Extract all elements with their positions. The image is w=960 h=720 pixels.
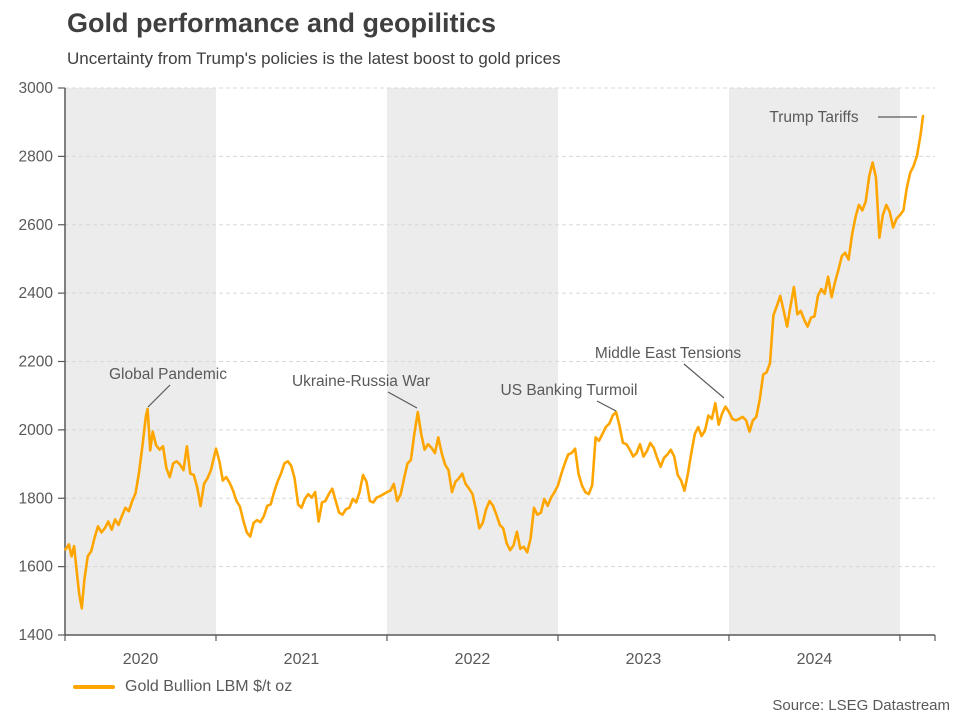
x-tick-label: 2023 [626,651,662,668]
annotation-label: Global Pandemic [109,366,227,383]
annotation-label: Ukraine-Russia War [292,373,430,390]
annotation-leader-line [147,384,171,408]
page-title: Gold performance and geopilitics [67,8,497,38]
y-tick-label: 1400 [19,627,54,644]
y-tick-label: 2000 [19,422,54,439]
y-tick-label: 2600 [19,217,54,234]
y-tick-label: 2400 [19,285,54,302]
annotation-label: Middle East Tensions [595,345,741,362]
page-subtitle: Uncertainty from Trump's policies is the… [67,49,561,68]
x-tick-label: 2022 [455,651,491,668]
annotation-leader-line [387,391,418,409]
x-tick-label: 2024 [797,651,833,668]
annotation-label: US Banking Turmoil [501,382,638,399]
annotation-label: Trump Tariffs [769,109,859,126]
price-line [64,114,925,610]
y-tick-label: 1600 [19,559,54,576]
year-band [65,88,216,635]
annotation-leader-line [683,363,725,399]
y-tick-label: 2200 [19,354,54,371]
y-tick-label: 1800 [19,490,54,507]
annotation-leader-line [596,400,617,412]
legend-label: Gold Bullion LBM $/t oz [125,678,293,695]
legend: Gold Bullion LBM $/t oz [73,676,292,698]
source-note: Source: LSEG Datastream [772,697,950,714]
x-tick-label: 2021 [284,651,320,668]
legend-line-swatch [73,685,115,689]
x-tick-label: 2020 [123,651,159,668]
y-tick-label: 2800 [19,148,54,165]
y-tick-label: 3000 [19,80,54,97]
gold-price-chart: 1400 1600 1800 2000 2200 2400 2600 2800 3000 2020… [19,80,936,668]
